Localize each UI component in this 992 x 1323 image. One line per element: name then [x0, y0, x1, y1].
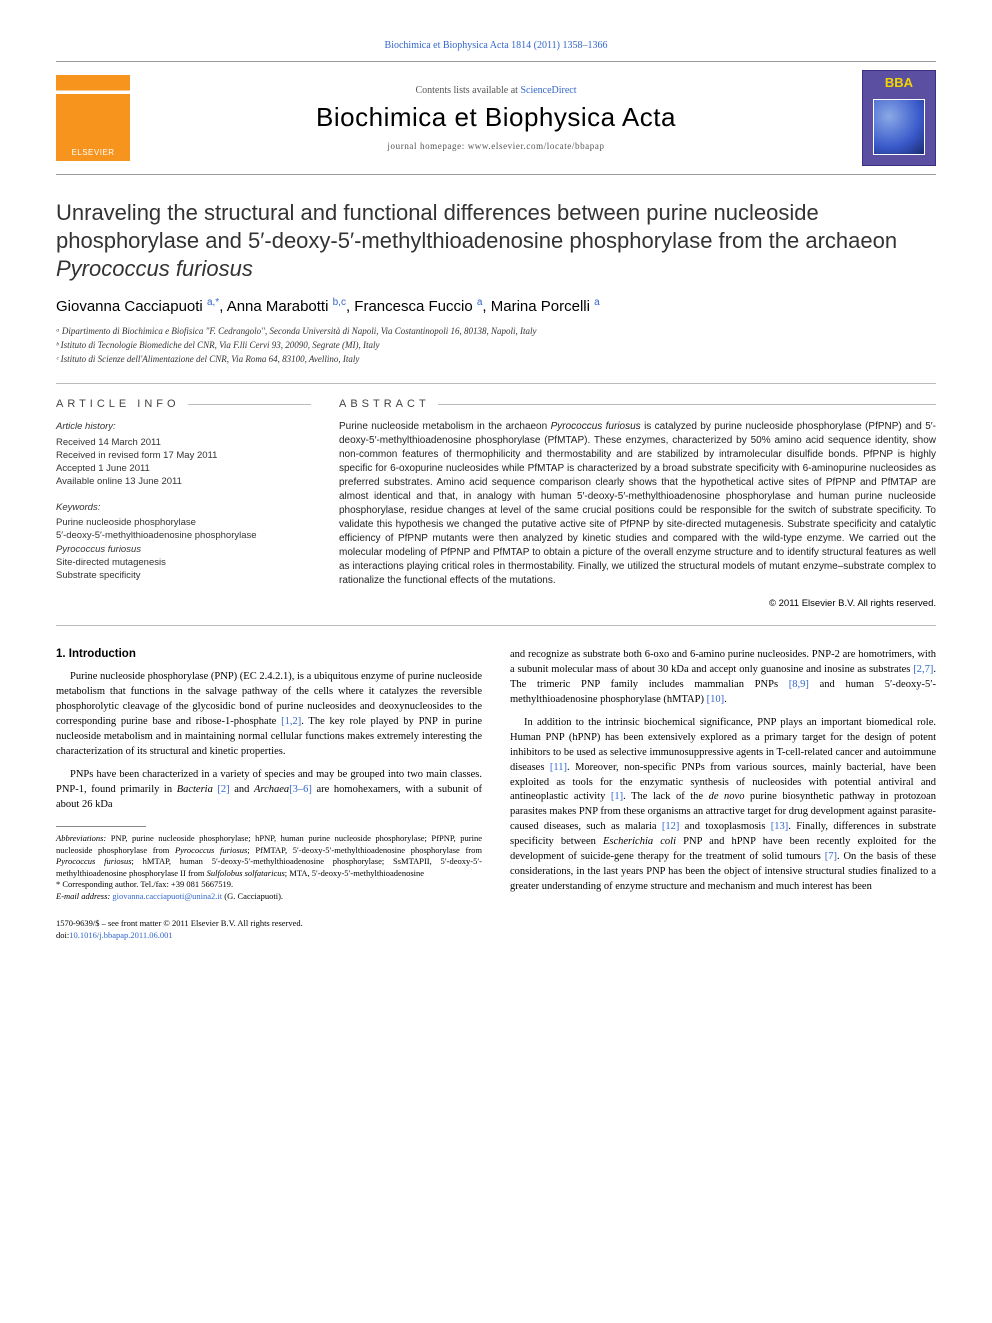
author-sep-3: , — [482, 298, 490, 315]
section-1-heading: 1. Introduction — [56, 648, 482, 660]
keyword-3: Pyrococcus furiosus — [56, 543, 311, 556]
p4-denovo-italic: de novo — [709, 791, 745, 802]
ref-link-2-7[interactable]: [2,7] — [913, 664, 933, 675]
info-abstract-block: ARTICLE INFO Article history: Received 1… — [56, 383, 936, 626]
author-4: Marina Porcelli — [491, 298, 594, 315]
ref-link-1-2[interactable]: [1,2] — [281, 716, 301, 727]
ref-link-2[interactable]: [2] — [213, 784, 230, 795]
ref-link-11[interactable]: [11] — [550, 762, 567, 773]
p4-c: . The lack of the — [623, 791, 708, 802]
abbr-label: Abbreviations: — [56, 833, 106, 843]
author-1: Giovanna Cacciapuoti — [56, 298, 207, 315]
article-history: Article history: Received 14 March 2011 … — [56, 420, 311, 488]
elsevier-logo: ELSEVIER — [56, 75, 130, 161]
article-title: Unraveling the structural and functional… — [56, 199, 936, 283]
contents-line: Contents lists available at ScienceDirec… — [130, 85, 862, 96]
author-2-affil-link[interactable]: b,c — [333, 297, 346, 308]
ref-link-10[interactable]: [10] — [707, 694, 725, 705]
history-online: Available online 13 June 2011 — [56, 475, 311, 488]
right-column: and recognize as substrate both 6-oxo an… — [510, 648, 936, 941]
homepage-label: journal homepage: — [387, 141, 467, 151]
p3-d: . — [724, 694, 727, 705]
body-two-columns: 1. Introduction Purine nucleoside phosph… — [56, 648, 936, 941]
article-info-heading: ARTICLE INFO — [56, 398, 311, 410]
history-label: Article history: — [56, 420, 311, 433]
author-3: Francesca Fuccio — [354, 298, 477, 315]
abstract-post: is catalyzed by purine nucleoside phosph… — [339, 421, 936, 586]
keyword-2: 5′-deoxy-5′-methylthioadenosine phosphor… — [56, 529, 311, 542]
ref-link-13[interactable]: [13] — [771, 821, 789, 832]
p4-ecoli-italic: Escherichia coli — [603, 836, 676, 847]
p2-b: and — [230, 784, 254, 795]
ref-link-3-6[interactable]: [3–6] — [289, 784, 312, 795]
ref-link-1[interactable]: [1] — [611, 791, 623, 802]
author-2: Anna Marabotti — [227, 298, 333, 315]
abbr-i3: Sulfolobus solfataricus — [207, 868, 285, 878]
abstract-pre: Purine nucleoside metabolism in the arch… — [339, 421, 551, 432]
title-species-italic: Pyrococcus furiosus — [56, 256, 253, 281]
ref-link-12[interactable]: [12] — [662, 821, 680, 832]
journal-cover-thumbnail — [862, 70, 936, 166]
affiliation-c: ᶜ Istituto di Scienze dell'Alimentazione… — [56, 353, 936, 366]
sciencedirect-link[interactable]: ScienceDirect — [520, 85, 576, 96]
history-received: Received 14 March 2011 — [56, 436, 311, 449]
front-matter-line: 1570-9639/$ – see front matter © 2011 El… — [56, 918, 482, 929]
journal-masthead: ELSEVIER Contents lists available at Sci… — [56, 61, 936, 175]
author-sep-1: , — [219, 298, 227, 315]
abstract-heading: ABSTRACT — [339, 398, 936, 410]
bottom-meta: 1570-9639/$ – see front matter © 2011 El… — [56, 918, 482, 941]
keyword-1: Purine nucleoside phosphorylase — [56, 516, 311, 529]
intro-para-2: PNPs have been characterized in a variet… — [56, 768, 482, 813]
intro-para-1: Purine nucleoside phosphorylase (PNP) (E… — [56, 670, 482, 759]
ref-link-7[interactable]: [7] — [825, 851, 837, 862]
email-suffix: (G. Cacciapuoti). — [222, 891, 283, 901]
p2-archaea-italic: Archaea — [254, 784, 289, 795]
p3-a: and recognize as substrate both 6-oxo an… — [510, 649, 936, 675]
journal-name: Biochimica et Biophysica Acta — [130, 102, 862, 133]
left-column: 1. Introduction Purine nucleoside phosph… — [56, 648, 482, 941]
doi-label: doi: — [56, 930, 69, 940]
abstract-text: Purine nucleoside metabolism in the arch… — [339, 420, 936, 588]
abbreviations-footnote: Abbreviations: PNP, purine nucleoside ph… — [56, 833, 482, 879]
history-accepted: Accepted 1 June 2011 — [56, 462, 311, 475]
article-info-column: ARTICLE INFO Article history: Received 1… — [56, 398, 311, 609]
masthead-center: Contents lists available at ScienceDirec… — [130, 85, 862, 151]
ref-link-8-9[interactable]: [8,9] — [789, 679, 809, 690]
keywords-block: Keywords: Purine nucleoside phosphorylas… — [56, 501, 311, 583]
abstract-species-italic: Pyrococcus furiosus — [551, 421, 641, 432]
intro-para-3: and recognize as substrate both 6-oxo an… — [510, 648, 936, 708]
footnote-rule — [56, 826, 146, 827]
abbr-b: ; PfMTAP, 5′-deoxy-5′-methylthioadenosin… — [247, 845, 482, 855]
email-label: E-mail address: — [56, 891, 112, 901]
abbr-d: ; MTA, 5′-deoxy-5′-methylthioadenosine — [285, 868, 424, 878]
top-citation: Biochimica et Biophysica Acta 1814 (2011… — [56, 40, 936, 51]
intro-para-4: In addition to the intrinsic biochemical… — [510, 716, 936, 895]
title-text: Unraveling the structural and functional… — [56, 200, 897, 253]
affiliations: ᵃ Dipartimento di Biochimica e Biofisica… — [56, 325, 936, 365]
abbr-i2: Pyrococcus furiosus — [56, 856, 132, 866]
contents-prefix: Contents lists available at — [415, 85, 520, 96]
abstract-column: ABSTRACT Purine nucleoside metabolism in… — [339, 398, 936, 609]
homepage-url[interactable]: www.elsevier.com/locate/bbapap — [468, 141, 605, 151]
author-list: Giovanna Cacciapuoti a,*, Anna Marabotti… — [56, 297, 936, 315]
email-footnote: E-mail address: giovanna.cacciapuoti@uni… — [56, 891, 482, 902]
corresponding-email-link[interactable]: giovanna.cacciapuoti@unina2.it — [112, 891, 222, 901]
abbr-i1: Pyrococcus furiosus — [175, 845, 247, 855]
history-revised: Received in revised form 17 May 2011 — [56, 449, 311, 462]
keywords-label: Keywords: — [56, 501, 311, 514]
affiliation-b: ᵇ Istituto di Tecnologie Biomediche del … — [56, 339, 936, 352]
p4-e: and toxoplasmosis — [679, 821, 770, 832]
affiliation-a: ᵃ Dipartimento di Biochimica e Biofisica… — [56, 325, 936, 338]
author-4-affil-link[interactable]: a — [594, 297, 600, 308]
keyword-4: Site-directed mutagenesis — [56, 556, 311, 569]
homepage-line: journal homepage: www.elsevier.com/locat… — [130, 141, 862, 151]
p2-bacteria-italic: Bacteria — [177, 784, 213, 795]
corresponding-author-footnote: * Corresponding author. Tel./fax: +39 08… — [56, 879, 482, 890]
keyword-5: Substrate specificity — [56, 569, 311, 582]
doi-link[interactable]: 10.1016/j.bbapap.2011.06.001 — [69, 930, 172, 940]
doi-line: doi:10.1016/j.bbapap.2011.06.001 — [56, 930, 482, 941]
abstract-copyright: © 2011 Elsevier B.V. All rights reserved… — [339, 598, 936, 609]
